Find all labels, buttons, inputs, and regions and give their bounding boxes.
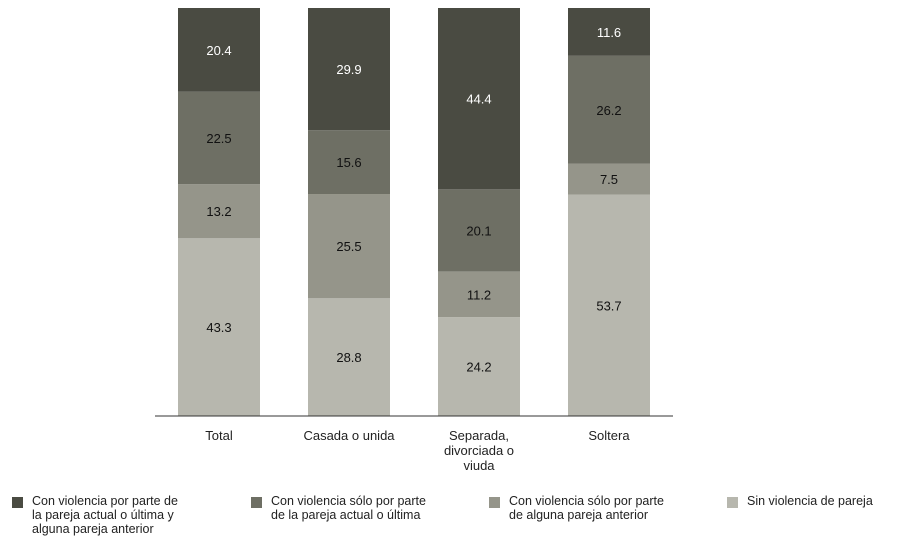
data-label: 28.8 bbox=[336, 350, 361, 365]
bar-segment bbox=[568, 163, 650, 195]
data-label: 24.2 bbox=[466, 360, 491, 375]
bar-segment bbox=[308, 130, 390, 195]
data-label: 15.6 bbox=[336, 155, 361, 170]
legend-swatch bbox=[12, 497, 23, 508]
data-label: 29.9 bbox=[336, 62, 361, 77]
x-tick-label: Separada, divorciada o viuda bbox=[444, 428, 514, 473]
legend-swatch bbox=[727, 497, 738, 508]
data-label: 11.2 bbox=[467, 287, 491, 302]
data-label: 11.6 bbox=[597, 25, 621, 40]
legend-label: Con violencia sólo por parte de alguna p… bbox=[509, 494, 664, 522]
bar-segment bbox=[308, 8, 390, 131]
data-label: 43.3 bbox=[206, 320, 231, 335]
data-label: 26.2 bbox=[596, 103, 621, 118]
data-label: 25.5 bbox=[336, 239, 361, 254]
data-label: 53.7 bbox=[596, 298, 621, 313]
bar-segment bbox=[568, 55, 650, 164]
x-tick-label: Soltera bbox=[588, 428, 630, 443]
bar-segment bbox=[568, 8, 650, 56]
legend: Con violencia por parte de la pareja act… bbox=[0, 494, 899, 547]
bar-segment bbox=[308, 194, 390, 299]
legend-item: Con violencia por parte de la pareja act… bbox=[12, 494, 178, 536]
bar-segment bbox=[178, 91, 260, 185]
legend-swatch bbox=[489, 497, 500, 508]
stacked-bar-chart: 43.3 13.2 22.5 20.4 Total 28.8 25.5 15.6 29.9 Cas… bbox=[155, 8, 673, 473]
bar-segment bbox=[438, 271, 520, 318]
data-label: 20.1 bbox=[466, 223, 491, 238]
legend-label: Con violencia por parte de la pareja act… bbox=[32, 494, 178, 536]
legend-label: Con violencia sólo por parte de la parej… bbox=[271, 494, 426, 522]
bar-segment bbox=[178, 238, 260, 416]
legend-item: Con violencia sólo por parte de alguna p… bbox=[489, 494, 664, 522]
x-tick-label: Total bbox=[205, 428, 233, 443]
bar-segment bbox=[438, 189, 520, 272]
bar-segment bbox=[178, 8, 260, 92]
bar-segment bbox=[178, 184, 260, 239]
bar-segment bbox=[568, 194, 650, 416]
legend-label: Sin violencia de pareja bbox=[747, 494, 873, 508]
data-label: 44.4 bbox=[466, 92, 491, 107]
legend-swatch bbox=[251, 497, 262, 508]
x-tick-label: Casada o unida bbox=[303, 428, 395, 443]
legend-item: Con violencia sólo por parte de la parej… bbox=[251, 494, 426, 522]
bar-segment bbox=[438, 8, 520, 190]
data-label: 20.4 bbox=[206, 43, 231, 58]
bar-segment bbox=[308, 298, 390, 416]
data-label: 7.5 bbox=[600, 172, 618, 187]
data-label: 13.2 bbox=[206, 204, 231, 219]
legend-item: Sin violencia de pareja bbox=[727, 494, 873, 508]
bar-segment bbox=[438, 317, 520, 416]
data-label: 22.5 bbox=[206, 131, 231, 146]
